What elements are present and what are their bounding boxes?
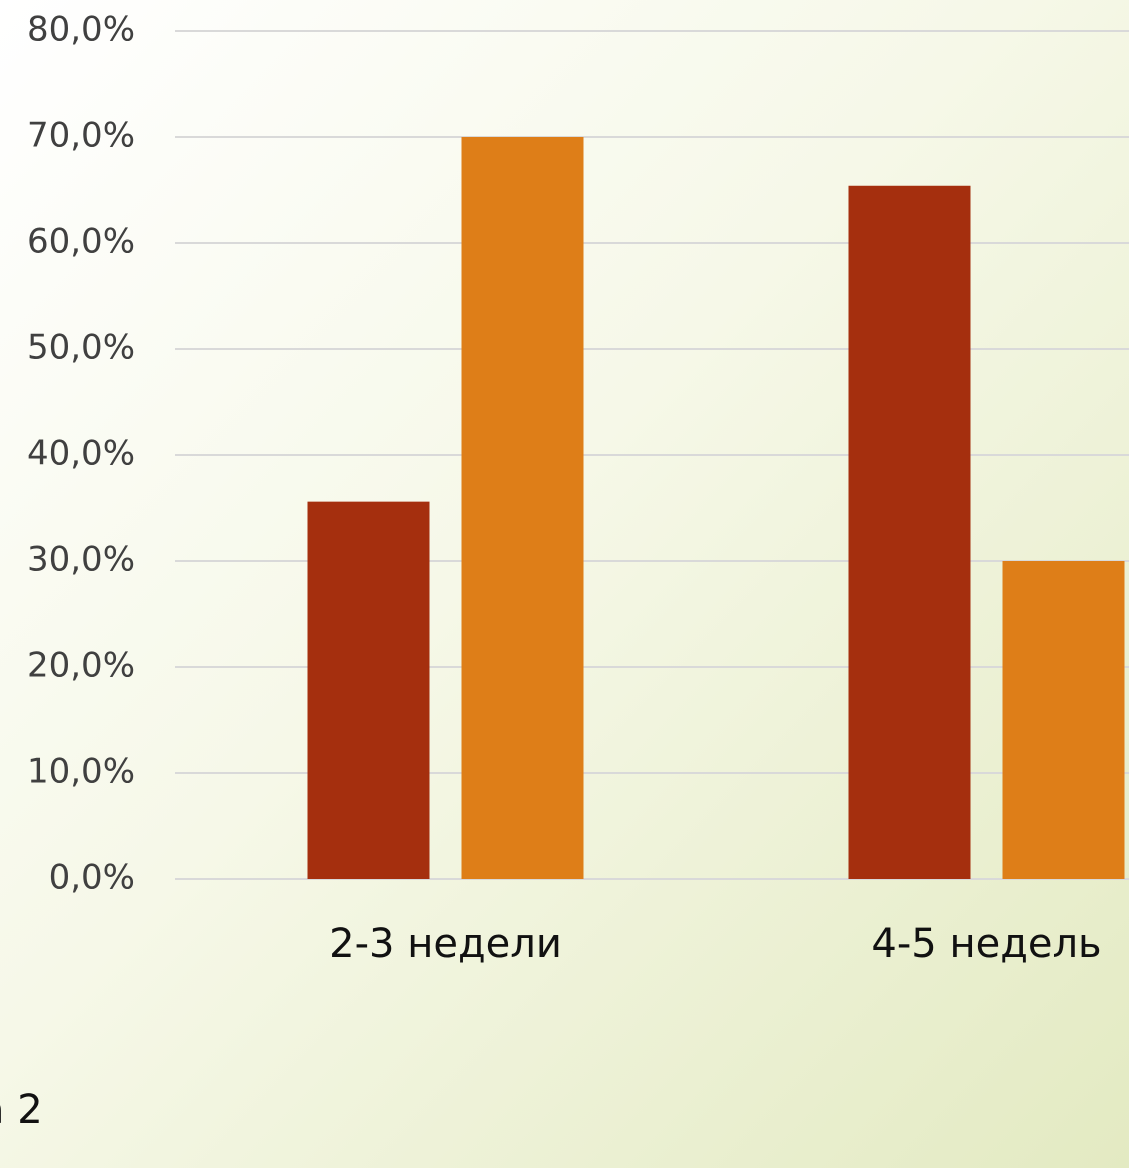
y-tick-label: 10,0%: [27, 752, 135, 792]
y-tick-label: 0,0%: [49, 858, 135, 898]
y-tick-label: 70,0%: [27, 116, 135, 156]
bar: [307, 501, 430, 879]
y-tick-label: 30,0%: [27, 540, 135, 580]
y-tick-label: 40,0%: [27, 434, 135, 474]
y-tick-label: 50,0%: [27, 328, 135, 368]
x-tick-label: 4-5 недель: [871, 921, 1101, 967]
y-tick-label: 60,0%: [27, 222, 135, 262]
bar: [461, 137, 584, 879]
y-tick-label: 80,0%: [27, 10, 135, 50]
bar: [848, 185, 971, 879]
y-tick-label: 20,0%: [27, 646, 135, 686]
bar: [1002, 561, 1125, 879]
x-tick-label: 2-3 недели: [329, 921, 562, 967]
annotation: а 2: [0, 1087, 43, 1133]
